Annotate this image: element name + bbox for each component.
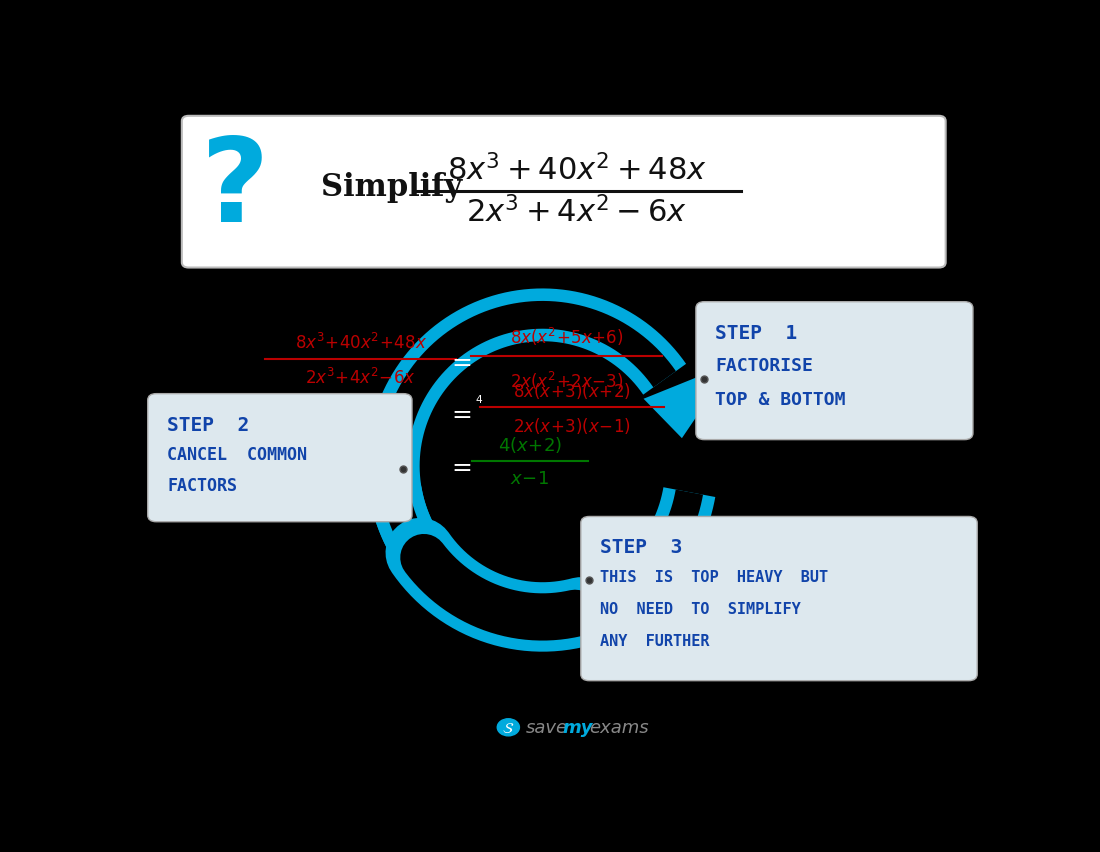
Text: $4(x\!+\!2)$: $4(x\!+\!2)$ [497,435,562,454]
Text: ANY  FURTHER: ANY FURTHER [601,633,710,648]
Text: $^4$: $^4$ [475,396,483,411]
Text: $8x^3 + 40x^2 + 48x$: $8x^3 + 40x^2 + 48x$ [447,153,706,186]
Text: $8x(x^2\!+\!5x\!+\!6)$: $8x(x^2\!+\!5x\!+\!6)$ [509,325,623,348]
Text: my: my [562,718,593,736]
Text: $2x(x^2\!+\!2x\!-\!3)$: $2x(x^2\!+\!2x\!-\!3)$ [509,370,623,392]
Text: $2x^3\!+\!4x^2\!-\!6x$: $2x^3\!+\!4x^2\!-\!6x$ [306,367,416,388]
Text: $8x^3\!+\!40x^2\!+\!48x$: $8x^3\!+\!40x^2\!+\!48x$ [295,333,427,353]
Text: Simplify: Simplify [321,172,462,203]
Text: $\mathbf{\mathcal{S}}$: $\mathbf{\mathcal{S}}$ [503,720,515,735]
Circle shape [497,719,519,736]
Text: ?: ? [201,131,270,246]
Polygon shape [381,490,417,509]
FancyBboxPatch shape [182,117,946,268]
Text: STEP  2: STEP 2 [167,415,250,435]
Text: THIS  IS  TOP  HEAVY  BUT: THIS IS TOP HEAVY BUT [601,570,828,584]
Text: $8x(x\!+\!3)(x\!+\!2)$: $8x(x\!+\!3)(x\!+\!2)$ [514,381,631,400]
Text: $2x^3 + 4x^2 - 6x$: $2x^3 + 4x^2 - 6x$ [466,196,688,228]
Text: STEP  3: STEP 3 [601,538,683,557]
FancyBboxPatch shape [147,394,412,522]
Polygon shape [644,363,733,439]
Text: $2x(x\!+\!3)(x\!-\!1)$: $2x(x\!+\!3)(x\!-\!1)$ [514,416,631,436]
Text: TOP & BOTTOM: TOP & BOTTOM [715,390,846,408]
Text: $x\!-\!1$: $x\!-\!1$ [510,469,549,487]
Text: $=$: $=$ [448,348,472,372]
Text: exams: exams [590,718,649,736]
FancyBboxPatch shape [581,517,977,681]
Text: CANCEL  COMMON: CANCEL COMMON [167,446,307,463]
Text: save: save [526,718,568,736]
FancyBboxPatch shape [696,302,972,440]
Text: $=$: $=$ [448,400,472,424]
Text: FACTORS: FACTORS [167,476,238,494]
Text: NO  NEED  TO  SIMPLIFY: NO NEED TO SIMPLIFY [601,602,801,616]
Text: STEP  1: STEP 1 [715,323,798,343]
Text: FACTORISE: FACTORISE [715,357,813,375]
Text: $=$: $=$ [448,453,472,477]
